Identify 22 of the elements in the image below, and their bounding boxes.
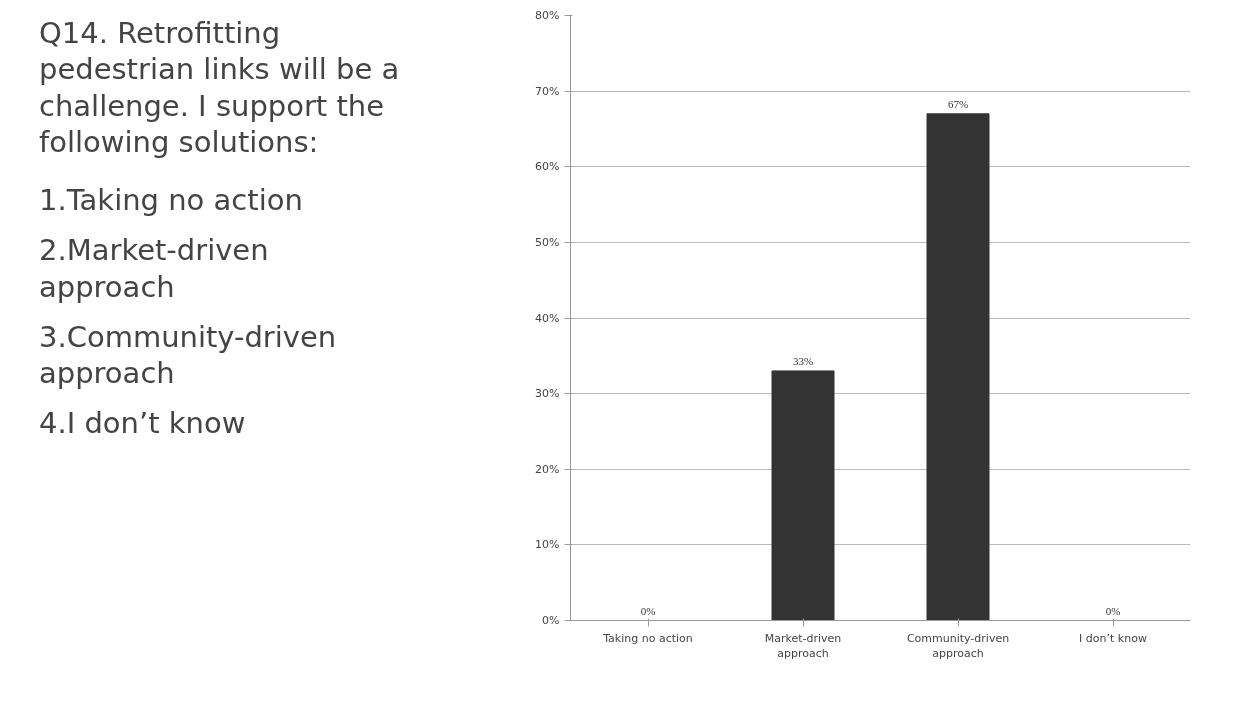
data-label: 0% xyxy=(640,604,656,617)
text: Q14. Retrofitting pedestrian links will be a challenge. I support the following solutions: xyxy=(39,15,401,160)
x-tick-label: Taking no action xyxy=(602,631,693,645)
data-label: 0% xyxy=(1105,604,1121,617)
text: 4.I don’t know xyxy=(39,405,247,442)
x-tick-label: I don’t know xyxy=(1079,631,1147,645)
data-label: 33% xyxy=(792,354,814,367)
y-tick-label: 20% xyxy=(535,462,560,476)
y-tick-label: 30% xyxy=(535,387,560,401)
y-tick-label: 10% xyxy=(535,538,560,552)
y-tick-label: 80% xyxy=(535,9,560,22)
x-tick-label: Market-driven approach xyxy=(764,631,842,661)
text: 3.Community-driven approach xyxy=(39,318,338,392)
y-tick-label: 0% xyxy=(542,614,560,627)
text: 2.Market-driven approach xyxy=(39,232,270,305)
y-tick-label: 50% xyxy=(535,235,560,249)
x-tick-label: Community-driven approach xyxy=(906,631,1010,661)
text: 1.Taking no action xyxy=(39,182,304,219)
y-tick-label: 40% xyxy=(535,311,560,325)
y-tick-label: 70% xyxy=(535,84,560,98)
y-tick-label: 60% xyxy=(535,160,560,174)
data-label: 67% xyxy=(947,97,969,110)
